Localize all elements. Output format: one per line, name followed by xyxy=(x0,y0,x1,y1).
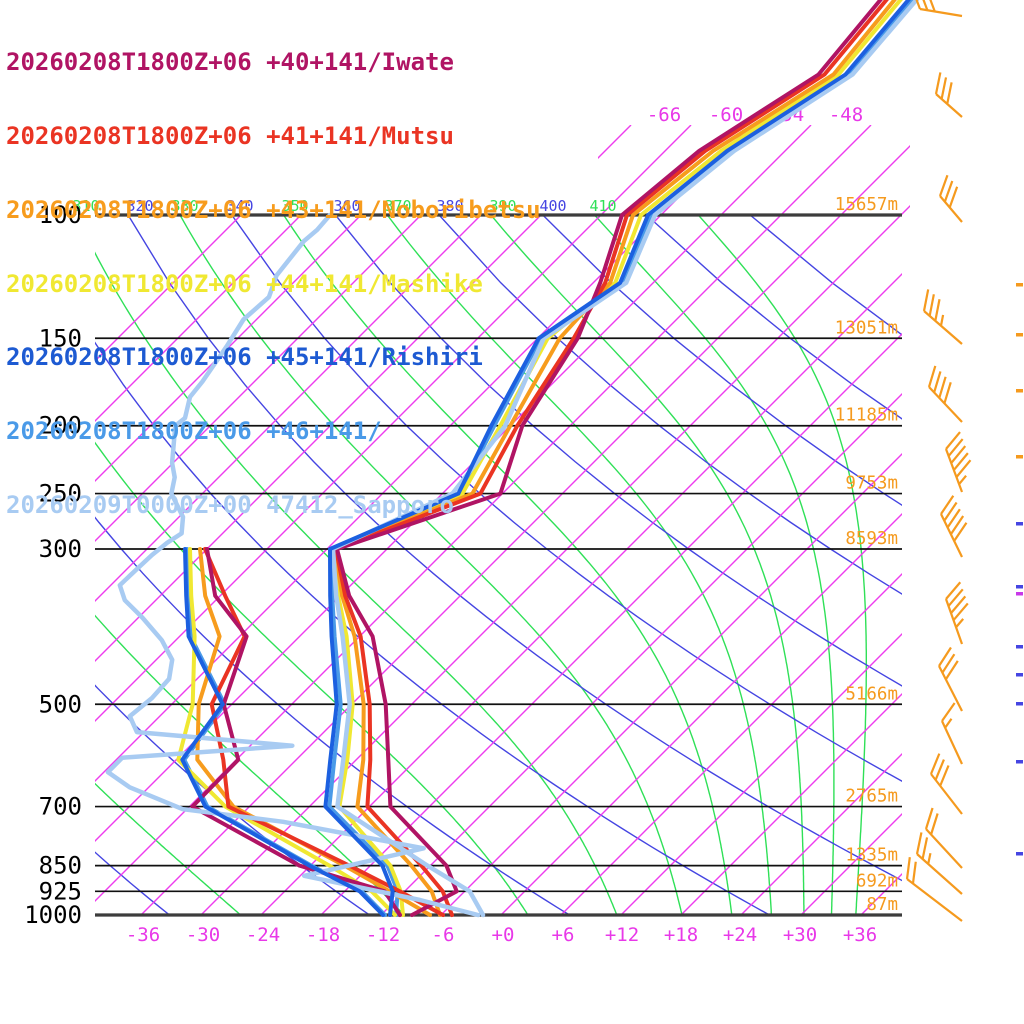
temp-label--36: -36 xyxy=(126,924,160,946)
height-label-87m: 87m xyxy=(866,895,898,915)
theta-label-400: 400 xyxy=(539,197,566,215)
theta-label-330: 330 xyxy=(171,197,198,215)
edge-ticks xyxy=(1016,283,1023,856)
47412_Sapporo-dewpoint-curve xyxy=(105,212,481,918)
height-label-5166m: 5166m xyxy=(845,684,898,704)
pressure-label-200: 200 xyxy=(39,412,82,440)
height-label-2765m: 2765m xyxy=(845,787,898,807)
wind-barb-700hPa xyxy=(929,753,963,815)
pressure-label-300: 300 xyxy=(39,535,82,563)
isotherm-label--48: -48 xyxy=(829,104,863,126)
Noboribetsu-dewpoint-curve xyxy=(195,547,432,917)
temp-label-+6: +6 xyxy=(552,924,575,946)
sounding-curves xyxy=(105,0,920,918)
theta-label-350: 350 xyxy=(281,197,308,215)
legend-line-46-141: 20260208T1800Z+06 +46+141/ xyxy=(6,417,382,446)
height-label-13051m: 13051m xyxy=(835,318,898,338)
sounding-legend: 20260208T1800Z+06 +40+141/Iwate 20260208… xyxy=(6,1,541,567)
wind-barb-200hPa xyxy=(927,365,963,423)
wind-barb-1000hPa xyxy=(905,857,963,922)
theta-label-320: 320 xyxy=(126,197,153,215)
theta-label-360: 360 xyxy=(333,197,360,215)
wind-barb-600hPa xyxy=(941,702,963,765)
height-label-15657m: 15657m xyxy=(835,195,898,215)
temp-label-+12: +12 xyxy=(605,924,639,946)
wind-barb-100hPa xyxy=(938,174,963,223)
Rishiri-dewpoint-curve xyxy=(180,547,385,917)
Rishiri-temperature-curve xyxy=(323,0,911,917)
wind-barb-300hPa xyxy=(940,495,968,558)
pressure-label-150: 150 xyxy=(39,324,82,352)
temp-label-+18: +18 xyxy=(664,924,698,946)
pressure-label-925: 925 xyxy=(39,877,82,905)
edge-tick xyxy=(1016,455,1023,459)
edge-tick xyxy=(1016,702,1023,706)
edge-tick xyxy=(1016,522,1023,526)
temp-label--18: -18 xyxy=(306,924,340,946)
temp-label--24: -24 xyxy=(246,924,280,946)
legend-line-iwate: 20260208T1800Z+06 +40+141/Iwate xyxy=(6,48,454,77)
edge-tick xyxy=(1016,852,1023,856)
edge-tick xyxy=(1016,760,1023,764)
wind-barb-500hPa xyxy=(938,646,963,712)
wind-barbs xyxy=(905,0,972,922)
isotherm-label--60: -60 xyxy=(709,104,743,126)
edge-tick xyxy=(1016,333,1023,337)
pressure-label-700: 700 xyxy=(39,793,82,821)
temp-label-+24: +24 xyxy=(723,924,757,946)
edge-tick xyxy=(1016,645,1023,649)
theta-label-310: 310 xyxy=(72,197,99,215)
edge-tick xyxy=(1016,283,1023,287)
temp-label-+36: +36 xyxy=(843,924,877,946)
legend-line-sapporo: 20260209T0000Z+00 47412_Sapporo xyxy=(6,490,454,519)
temp-label--12: -12 xyxy=(366,924,400,946)
edge-tick xyxy=(1016,585,1023,589)
pressure-label-100: 100 xyxy=(39,201,82,229)
wind-barb-250hPa xyxy=(944,431,972,493)
pressure-label-250: 250 xyxy=(39,480,82,508)
edge-tick xyxy=(1016,592,1023,596)
legend-line-noboribetsu: 20260208T1800Z+06 +43+141/Noboribetsu xyxy=(6,195,541,224)
theta-label-370: 370 xyxy=(384,197,411,215)
wind-barb-850hPa xyxy=(924,807,963,869)
height-label-11185m: 11185m xyxy=(835,406,898,426)
edge-tick xyxy=(1016,673,1023,677)
Mutsu-dewpoint-curve xyxy=(203,547,445,917)
temp-label--30: -30 xyxy=(186,924,220,946)
edge-tick xyxy=(1016,389,1023,393)
wind-barb-50hPa xyxy=(915,0,963,18)
temp-label-+30: +30 xyxy=(783,924,817,946)
wind-barb-400hPa xyxy=(944,581,969,645)
theta-label-380: 380 xyxy=(436,197,463,215)
pressure-label-850: 850 xyxy=(39,852,82,880)
height-label-692m: 692m xyxy=(856,871,898,891)
pressure-label-500: 500 xyxy=(39,690,82,718)
pressure-label-1000: 1000 xyxy=(24,901,82,929)
axis-labels: 310 320 330 340 350 360 370 380 390 400 410 -66 -60 -… xyxy=(24,104,898,946)
wind-barb-925hPa xyxy=(915,832,963,895)
theta-label-410: 410 xyxy=(589,197,616,215)
height-label-8593m: 8593m xyxy=(845,529,898,549)
Iwate-dewpoint-curve xyxy=(190,547,402,917)
temp-label--6: -6 xyxy=(432,924,455,946)
height-label-1335m: 1335m xyxy=(845,846,898,866)
temp-label-+0: +0 xyxy=(492,924,515,946)
isotherm-label--66: -66 xyxy=(647,104,681,126)
theta-label-340: 340 xyxy=(226,197,253,215)
legend-line-mutsu: 20260208T1800Z+06 +41+141/Mutsu xyxy=(6,121,454,150)
wind-barb-70hPa xyxy=(934,72,963,118)
wind-barb-150hPa xyxy=(922,289,963,345)
legend-line-mashike: 20260208T1800Z+06 +44+141/Mashike xyxy=(6,269,483,298)
legend-line-rishiri: 20260208T1800Z+06 +45+141/Rishiri xyxy=(6,343,483,372)
theta-label-390: 390 xyxy=(489,197,516,215)
height-label-9753m: 9753m xyxy=(845,474,898,494)
